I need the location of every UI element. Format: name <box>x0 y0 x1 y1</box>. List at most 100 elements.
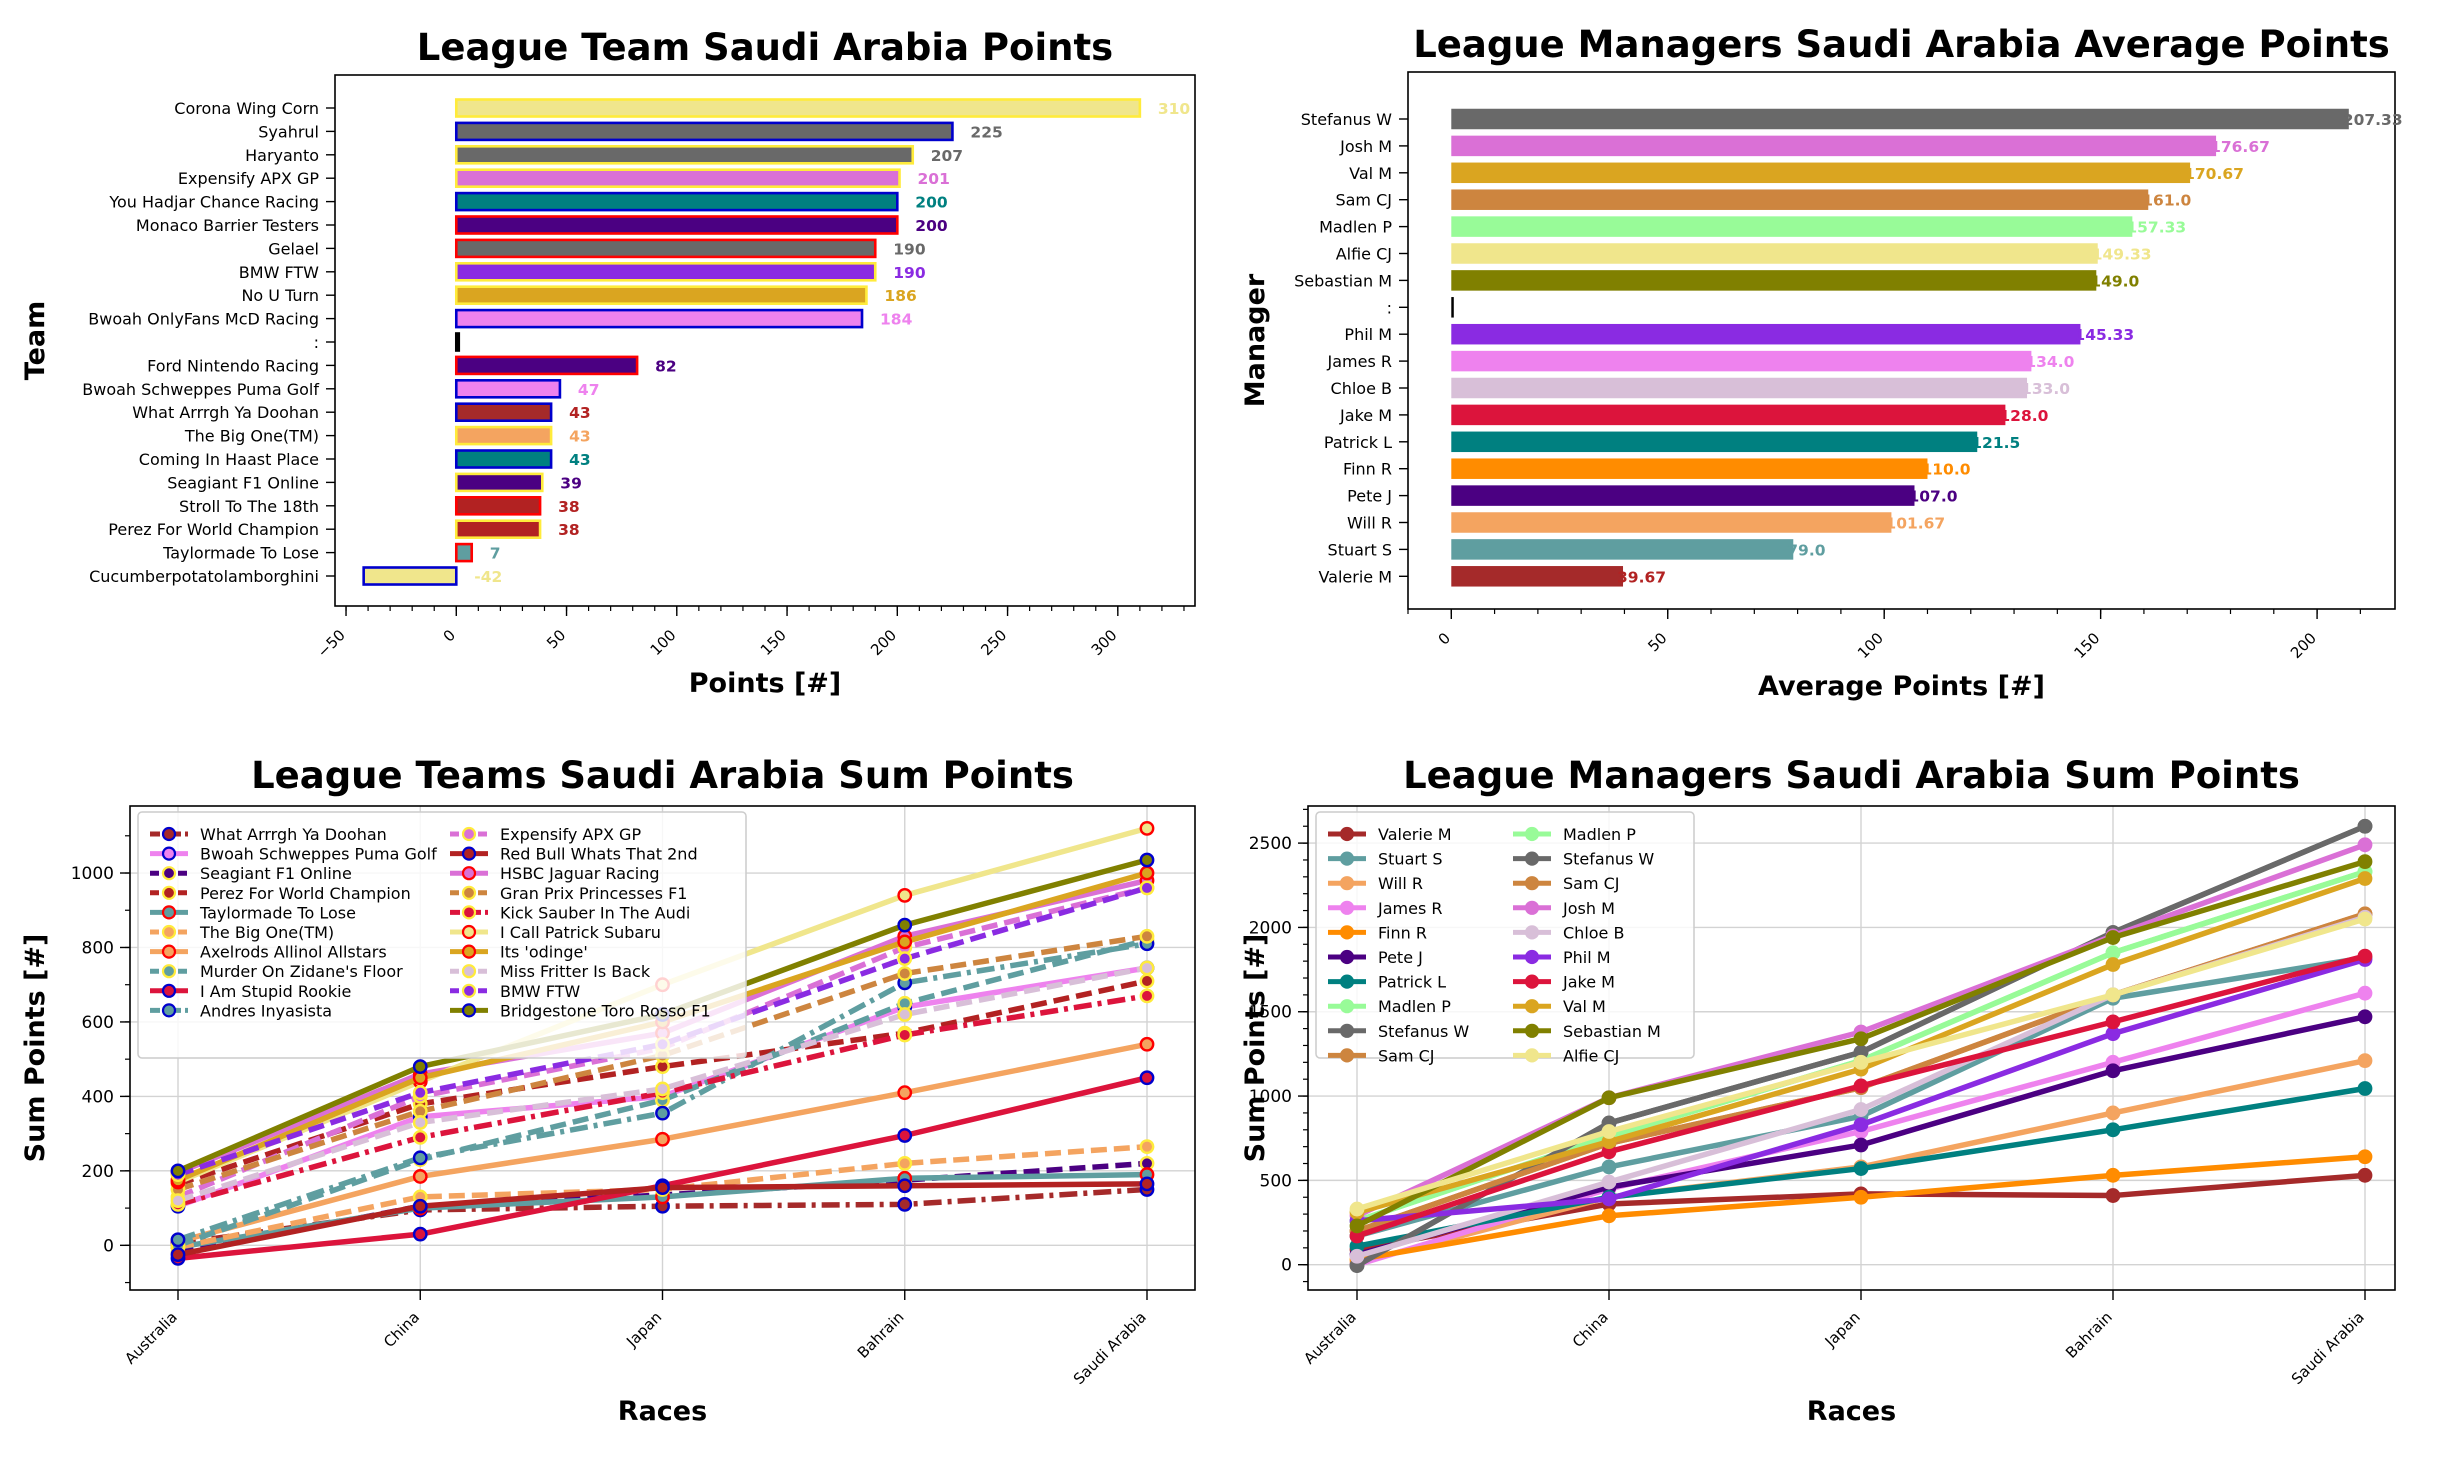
bar <box>1451 323 2081 345</box>
legend-label: Jake M <box>1562 973 1615 992</box>
x-tick-label: Bahrain <box>854 1308 908 1362</box>
legend-label: BMW FTW <box>500 982 580 1001</box>
y-tick-label: Will R <box>1347 514 1392 533</box>
legend-swatch-marker <box>161 944 177 959</box>
data-point <box>2357 1149 2373 1165</box>
bar <box>362 566 458 586</box>
data-point <box>1601 1174 1617 1190</box>
bar <box>1451 162 2191 184</box>
bar <box>1451 108 2349 130</box>
bar <box>454 145 915 165</box>
legend-label: Madlen P <box>1378 997 1451 1016</box>
bar <box>1451 135 2217 157</box>
data-point <box>2105 1105 2121 1121</box>
x-axis-label: Average Points [#] <box>1758 671 2045 702</box>
y-tick-label: Gelael <box>268 239 319 258</box>
legend-swatch-marker <box>1524 974 1540 989</box>
data-point <box>170 1247 186 1263</box>
data-point <box>2357 871 2373 886</box>
data-point <box>655 1105 670 1121</box>
data-point <box>2357 1009 2373 1025</box>
data-point <box>1139 960 1155 976</box>
legend-swatch-marker <box>161 964 177 979</box>
data-point <box>412 1129 428 1145</box>
value-label: 101.67 <box>1885 515 1945 533</box>
y-tick-label: 0 <box>103 1236 114 1256</box>
x-tick-label: 100 <box>647 626 680 659</box>
y-tick-label: Stuart S <box>1328 540 1392 559</box>
value-label: 7 <box>490 545 501 563</box>
x-tick-label: 250 <box>977 626 1010 659</box>
data-point <box>1139 820 1155 836</box>
legend-label: Stefanus W <box>1563 850 1654 869</box>
y-tick-label: Stroll To The 18th <box>179 497 319 516</box>
value-label: 200 <box>915 194 948 212</box>
bar <box>1451 431 1978 453</box>
x-axis-label: Races <box>618 1396 707 1427</box>
legend-label: Phil M <box>1563 948 1611 967</box>
value-label: 225 <box>970 123 1002 141</box>
legend-label: Red Bull Whats That 2nd <box>500 845 698 864</box>
bar <box>454 121 954 142</box>
data-point <box>412 1169 428 1184</box>
series-line <box>177 933 1148 1193</box>
x-tick-label: Japan <box>622 1308 665 1351</box>
data-point <box>655 1131 670 1147</box>
legend-label: Stefanus W <box>1378 1022 1469 1041</box>
bar <box>454 378 562 399</box>
bar <box>454 402 553 423</box>
data-point <box>170 1232 186 1248</box>
chart-title: League Team Saudi Arabia Points <box>417 26 1113 69</box>
legend-label: Bwoah Schweppes Puma Golf <box>200 845 437 864</box>
chart-title: League Teams Saudi Arabia Sum Points <box>251 754 1074 797</box>
legend-label: Miss Fritter Is Back <box>500 962 651 981</box>
y-tick-label: Madlen P <box>1319 218 1392 237</box>
value-label: 170.67 <box>2184 165 2244 183</box>
legend-swatch-marker <box>161 866 177 881</box>
bar <box>1451 189 2149 210</box>
legend-label: I Call Patrick Subaru <box>500 923 661 942</box>
value-label: 107.0 <box>1908 488 1957 506</box>
value-label: 110.0 <box>1921 461 1970 479</box>
data-point <box>2105 1188 2121 1203</box>
legend-swatch-marker <box>1524 949 1540 965</box>
bar <box>1451 458 1928 479</box>
data-point <box>897 1178 913 1194</box>
legend-swatch-marker <box>161 905 177 920</box>
data-point <box>412 1226 428 1242</box>
y-tick-label: : <box>1387 298 1392 317</box>
data-point <box>2105 987 2121 1003</box>
x-tick-label: Australia <box>121 1308 181 1368</box>
legend-label: Valerie M <box>1378 825 1452 844</box>
value-label: 184 <box>880 311 913 329</box>
y-tick-label: 1000 <box>71 864 114 884</box>
legend-swatch-marker <box>461 924 477 940</box>
legend-swatch-marker <box>161 924 177 940</box>
chart-2: League Managers Saudi Arabia Average Poi… <box>1240 23 2403 702</box>
legend-swatch-marker <box>1339 851 1355 866</box>
y-tick-label: 200 <box>82 1162 114 1182</box>
legend-label: Sam CJ <box>1563 874 1620 893</box>
legend-label: Murder On Zidane's Floor <box>200 962 403 981</box>
y-tick-label: 800 <box>82 938 114 958</box>
data-point <box>1853 1161 1869 1176</box>
y-tick-label: Ford Nintendo Racing <box>147 356 319 375</box>
value-label: 190 <box>893 264 926 282</box>
bar <box>1451 270 2097 291</box>
value-label: 39 <box>560 474 582 492</box>
data-point <box>2357 985 2373 1001</box>
bar <box>454 425 553 446</box>
data-point <box>170 1163 186 1179</box>
legend-label: Stuart S <box>1378 850 1442 869</box>
y-tick-label: Haryanto <box>245 146 319 165</box>
value-label: 38 <box>558 521 580 539</box>
y-tick-label: Josh M <box>1339 137 1392 156</box>
data-point <box>2357 854 2373 870</box>
x-tick-label: Bahrain <box>2062 1308 2116 1362</box>
bar <box>1451 539 1794 560</box>
data-point <box>2105 945 2121 961</box>
x-tick-label: Saudi Arabia <box>2288 1308 2368 1388</box>
legend-swatch-marker <box>1524 1023 1540 1038</box>
y-tick-label: James R <box>1327 352 1393 371</box>
